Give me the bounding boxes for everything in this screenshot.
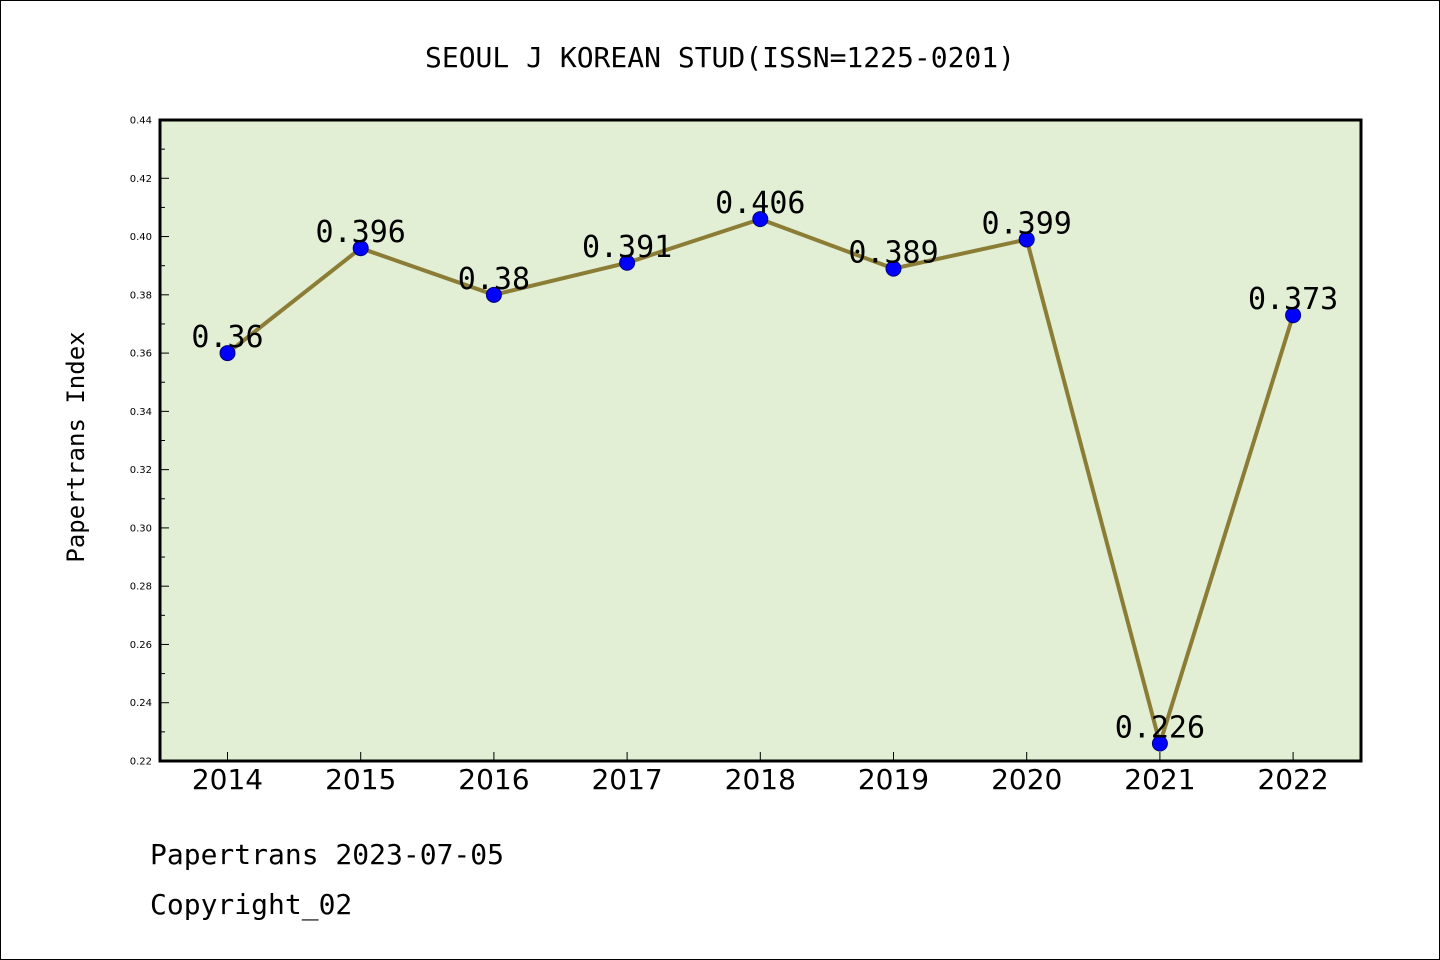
data-point: [619, 254, 636, 271]
y-tick-label: 0.38: [130, 290, 152, 301]
y-tick-label: 0.28: [130, 582, 152, 593]
labels-layer: 0.36 0.396 0.38 0.391 0.406 0.389 0.399 0.226 0.…: [191, 186, 1338, 745]
data-label: 0.391: [582, 230, 672, 265]
data-point: [885, 260, 902, 277]
data-point: [1285, 307, 1302, 324]
plot-frame: [158, 118, 1363, 763]
data-label: 0.36: [191, 320, 263, 355]
data-label: 0.399: [982, 206, 1072, 241]
data-point: [219, 345, 236, 362]
y-tick-label: 0.44: [130, 116, 152, 127]
data-point: [752, 211, 769, 228]
series-layer: [219, 211, 1302, 752]
data-label: 0.406: [715, 186, 805, 221]
y-tick-label: 0.24: [130, 698, 152, 709]
data-point: [485, 286, 502, 303]
x-tick-label: 2018: [725, 763, 796, 796]
y-tick-label: 0.22: [130, 757, 152, 768]
data-label: 0.389: [848, 236, 938, 271]
data-label: 0.396: [316, 215, 406, 250]
data-point: [1018, 231, 1035, 248]
data-label: 0.226: [1115, 711, 1205, 746]
x-tick-label: 2017: [591, 763, 662, 796]
x-tick-label: 2015: [325, 763, 396, 796]
y-tick-label: 0.40: [130, 232, 152, 243]
footer-copyright: Copyright_02: [150, 888, 352, 922]
x-tick-label: 2016: [458, 763, 529, 796]
data-point: [352, 240, 369, 257]
y-axis-label: Papertrans Index: [62, 331, 90, 562]
y-tick-label: 0.42: [130, 174, 152, 185]
y-tick-label: 0.36: [130, 349, 152, 360]
y-tick-label: 0.26: [130, 640, 152, 651]
data-label: 0.38: [458, 262, 530, 297]
x-tick-label: 2014: [192, 763, 263, 796]
x-tick-label: 2020: [991, 763, 1062, 796]
y-tick-label: 0.30: [130, 523, 152, 534]
data-point: [1151, 735, 1168, 752]
data-label: 0.373: [1248, 282, 1338, 317]
x-tick-label: 2019: [858, 763, 929, 796]
y-tick-label: 0.32: [130, 465, 152, 476]
ticks-layer: 0.22 0.24 0.26 0.28 0.30 0.32 0.34 0.36 0.38 0.40…: [130, 116, 1329, 797]
chart-title: SEOUL J KOREAN STUD(ISSN=1225-0201): [425, 41, 1015, 74]
y-tick-label: 0.34: [130, 407, 152, 418]
x-tick-label: 2021: [1124, 763, 1195, 796]
x-tick-label: 2022: [1257, 763, 1328, 796]
footer-date: Papertrans 2023-07-05: [150, 838, 504, 871]
